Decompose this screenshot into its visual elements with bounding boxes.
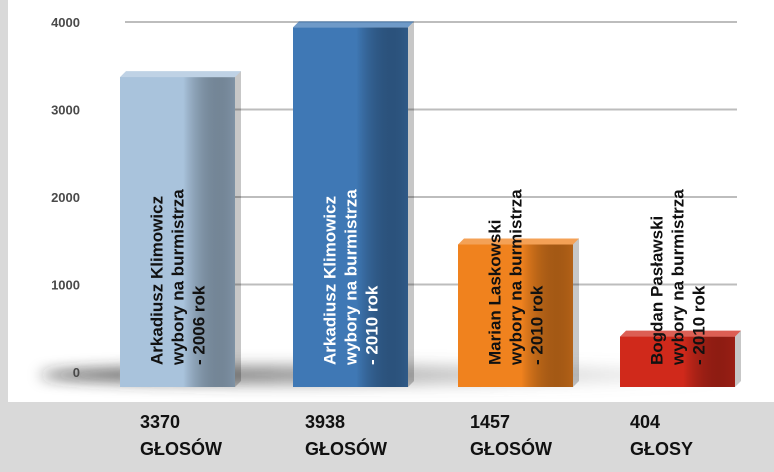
bars [120,21,741,388]
bar-label-line: - 2010 rok [528,285,547,365]
vote-unit: GŁOSÓW [140,438,222,459]
vote-unit: GŁOSÓW [305,438,387,459]
vote-unit: GŁOSY [630,439,693,459]
y-tick-label: 0 [73,365,80,380]
bar-top-face [293,21,414,28]
y-tick-label: 3000 [51,103,80,118]
bar-label-line: wybory na burmistrza [507,189,526,366]
y-tick-label: 2000 [51,190,80,205]
vote-strip [0,402,774,472]
y-tick-label: 1000 [51,278,80,293]
left-edge-strip [0,0,8,472]
vote-count: 1457 [470,412,510,432]
bar-label-line: Arkadiusz Klimowicz [148,196,167,365]
bar-side-face [573,238,579,387]
bar-label-line: - 2010 rok [363,285,382,365]
bar-label-line: Marian Laskowski [486,219,505,365]
bar-label-line: wybory na burmistrza [169,189,188,366]
bar-label-line: wybory na burmistrza [342,189,361,366]
vote-count: 3938 [305,412,345,432]
vote-unit: GŁOSÓW [470,438,552,459]
bar-shade [620,336,735,387]
bar-side-face [235,71,241,387]
bar-category-label: Marian Laskowski wybory na burmistrza - 20… [486,189,547,366]
bar-category-label: Arkadiusz Klimowicz wybory na burmistrza -… [148,189,209,366]
vote-labels: 3370 GŁOSÓW 3938 GŁOSÓW 1457 GŁOSÓW 404 GŁOSY [140,412,693,459]
bar-top-face [458,238,579,245]
bar-label-line: wybory na burmistrza [669,189,688,366]
y-tick-label: 4000 [51,15,80,30]
bar-label-line: Arkadiusz Klimowicz [321,196,340,365]
bar-side-face [408,21,414,388]
vote-count: 3370 [140,412,180,432]
bar-side-face [735,330,741,387]
bar-top-face [620,330,741,337]
bar-top-face [120,71,241,78]
bar-shade [458,244,573,387]
bar-shade [293,27,408,388]
bar-label-line: - 2006 rok [190,285,209,365]
bar-category-label: Arkadiusz Klimowicz wybory na burmistrza -… [321,189,382,366]
bar-category-label: Bogdan Pasławski wybory na burmistrza - 20… [648,189,709,366]
bar-label-line: Bogdan Pasławski [648,216,667,365]
bar-label-line: - 2010 rok [690,285,709,365]
y-axis-ticks: 0 1000 2000 3000 4000 [51,15,80,380]
vote-count: 404 [630,412,660,432]
bar-labels: Arkadiusz Klimowicz wybory na burmistrza -… [148,189,709,366]
bar-shade [120,77,235,387]
